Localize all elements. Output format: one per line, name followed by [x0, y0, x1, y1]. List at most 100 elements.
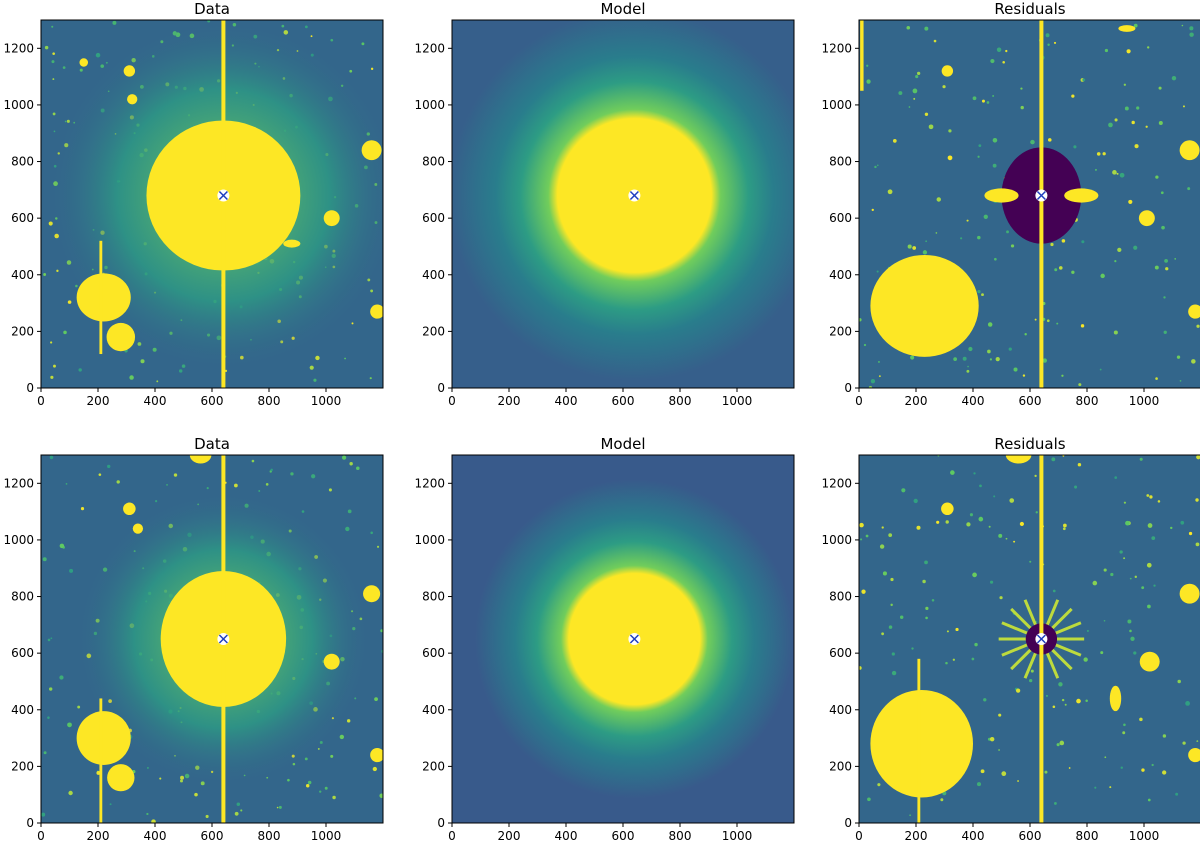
noise-dot	[1006, 230, 1009, 234]
y-tick-label: 800	[829, 155, 852, 169]
source-blob	[76, 711, 131, 765]
y-tick-label: 800	[11, 590, 34, 604]
noise-dot	[909, 814, 911, 817]
center-marker	[1036, 634, 1046, 644]
source-blob	[370, 304, 383, 319]
noise-dot	[976, 782, 982, 787]
x-tick-label: 400	[555, 829, 578, 843]
noise-dot	[380, 629, 383, 633]
noise-dot	[881, 526, 884, 529]
noise-dot	[933, 39, 937, 43]
noise-dot	[935, 232, 938, 234]
noise-dot	[992, 163, 997, 168]
noise-dot	[1061, 239, 1066, 243]
y-tick-label: 1000	[821, 98, 852, 112]
y-tick-label: 200	[11, 759, 34, 773]
noise-dot	[876, 270, 879, 273]
center-marker	[218, 634, 228, 644]
source-blob	[132, 523, 144, 534]
noise-dot	[53, 130, 56, 133]
noise-dot	[1185, 701, 1190, 706]
noise-dot	[1051, 457, 1056, 462]
noise-dot	[276, 806, 279, 809]
noise-dot	[922, 250, 928, 255]
noise-dot	[1133, 651, 1137, 655]
noise-dot	[372, 766, 377, 772]
noise-dot	[278, 805, 282, 809]
noise-dot	[1074, 485, 1078, 489]
center-marker	[218, 190, 228, 201]
noise-dot	[1050, 242, 1054, 247]
noise-dot	[1126, 49, 1131, 54]
noise-dot	[1056, 322, 1059, 325]
x-tick-label: 1000	[722, 829, 753, 843]
noise-dot	[324, 786, 328, 790]
noise-dot	[1001, 771, 1007, 777]
source-blob	[1139, 651, 1160, 672]
x-tick-label: 0	[855, 394, 863, 408]
noise-dot	[1131, 120, 1135, 125]
noise-dot	[59, 543, 65, 549]
noise-dot	[52, 52, 56, 55]
noise-dot	[888, 625, 893, 629]
noise-dot	[989, 580, 994, 584]
noise-dot	[879, 544, 885, 549]
noise-dot	[98, 473, 102, 476]
streak	[99, 698, 103, 823]
noise-dot	[166, 484, 168, 486]
x-tick-label: 800	[669, 829, 692, 843]
noise-dot	[911, 647, 914, 650]
noise-dot	[1114, 118, 1118, 122]
noise-dot	[945, 661, 948, 665]
streak	[99, 240, 103, 355]
noise-dot	[116, 480, 120, 484]
noise-dot	[47, 716, 50, 719]
noise-dot	[356, 466, 360, 471]
noise-dot	[945, 520, 949, 524]
y-tick-label: 800	[422, 155, 445, 169]
noise-dot	[1020, 87, 1023, 90]
noise-dot	[942, 85, 946, 89]
noise-dot	[1053, 41, 1057, 44]
y-tick-label: 200	[829, 759, 852, 773]
y-tick-label: 200	[11, 324, 34, 338]
noise-dot	[1020, 105, 1024, 110]
noise-dot	[998, 749, 1000, 751]
panel-1-1: Model 0 200 400 600 800 1000 0 200 400 600 800 1000 1…	[414, 435, 795, 843]
noise-dot	[913, 498, 918, 504]
x-tick-label: 600	[201, 829, 224, 843]
x-tick-label: 800	[258, 394, 281, 408]
noise-dot	[1078, 383, 1082, 387]
noise-dot	[1086, 629, 1089, 632]
noise-dot	[309, 365, 314, 370]
source-blob	[76, 273, 131, 322]
noise-dot	[258, 490, 261, 492]
source-blob	[941, 502, 954, 516]
y-tick-label: 400	[422, 268, 445, 282]
noise-dot	[240, 809, 243, 812]
noise-dot	[917, 71, 921, 75]
noise-dot	[892, 139, 897, 143]
noise-dot	[1147, 604, 1151, 609]
noise-dot	[877, 360, 880, 363]
noise-dot	[1008, 347, 1012, 351]
noise-dot	[906, 25, 911, 30]
noise-dot	[361, 42, 365, 46]
noise-dot	[901, 488, 906, 493]
noise-dot	[925, 606, 929, 610]
x-tick-label: 1000	[311, 394, 342, 408]
noise-dot	[56, 269, 59, 273]
source-blob	[106, 322, 136, 352]
noise-dot	[1109, 786, 1112, 789]
noise-dot	[953, 357, 958, 361]
noise-dot	[1119, 550, 1123, 554]
noise-dot	[77, 705, 81, 709]
noise-dot	[1063, 523, 1067, 528]
noise-dot	[319, 790, 322, 793]
noise-dot	[1158, 86, 1162, 90]
noise-dot	[1146, 494, 1150, 497]
noise-dot	[968, 346, 973, 352]
noise-dot	[1163, 296, 1166, 299]
noise-dot	[1129, 577, 1132, 580]
noise-dot	[992, 95, 995, 97]
